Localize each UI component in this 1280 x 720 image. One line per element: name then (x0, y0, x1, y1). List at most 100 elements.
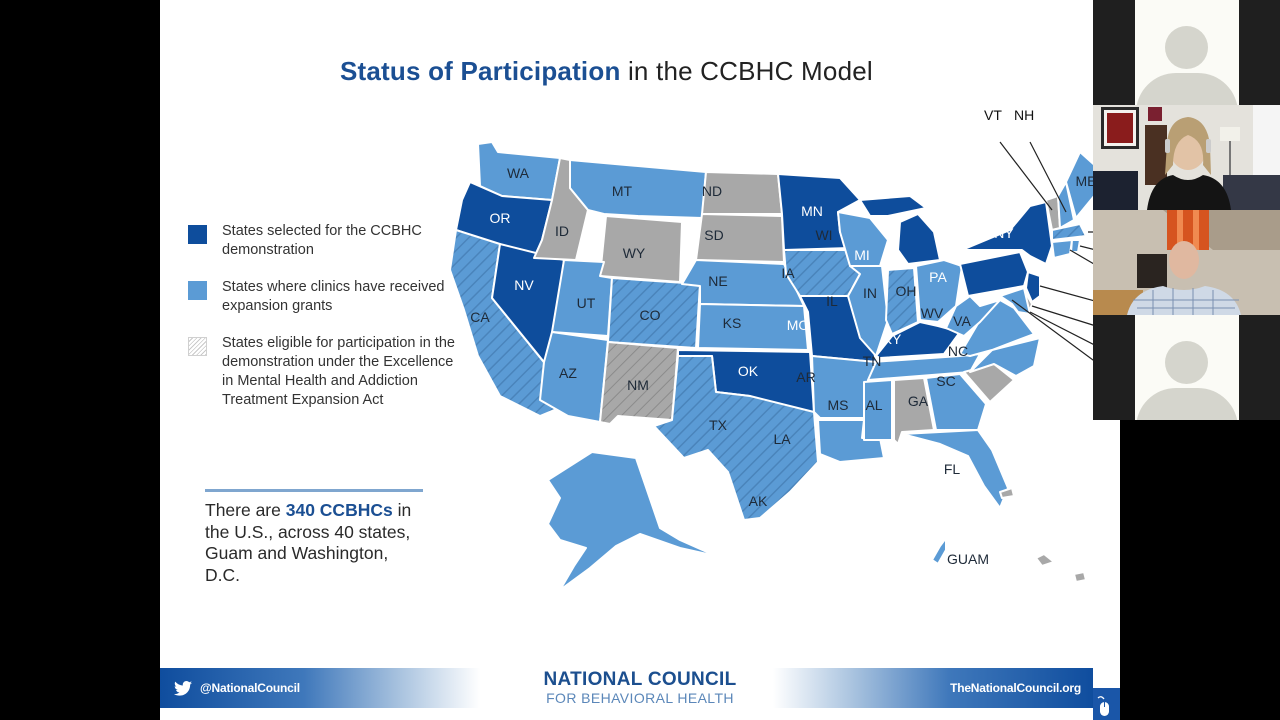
svg-text:NE: NE (708, 273, 727, 289)
slide-overflow-strip (1093, 420, 1120, 720)
svg-text:FL: FL (944, 461, 961, 477)
video-tile-participant-2[interactable] (1093, 210, 1280, 315)
svg-text:CO: CO (640, 307, 661, 323)
legend-swatch-dark-blue (188, 225, 207, 244)
video-tile-placeholder[interactable] (1093, 0, 1280, 105)
svg-text:MI: MI (854, 247, 870, 263)
footer-mouse-area (1093, 688, 1120, 720)
footer-twitter: @NationalCouncil (160, 668, 480, 708)
svg-text:OR: OR (490, 210, 511, 226)
stat-prefix: There are (205, 500, 286, 520)
state-labels: WA OR CA NV ID MT WY UT CO AZ NM ND SD N… (470, 165, 1094, 567)
callout-labels: VT NH MA RI CT NJ DE MD DC (984, 107, 1034, 123)
legend-label: States where clinics have received expan… (222, 279, 445, 314)
user-silhouette-icon (1165, 26, 1208, 69)
svg-text:NH: NH (1014, 107, 1034, 123)
state-ms (863, 379, 893, 441)
state-nm (599, 341, 679, 425)
svg-text:LA: LA (773, 431, 791, 447)
state-mi (897, 213, 941, 265)
state-pa (959, 251, 1029, 297)
state-ak (547, 451, 717, 591)
svg-text:MT: MT (612, 183, 633, 199)
website-url: TheNationalCouncil.org (950, 681, 1081, 695)
video-gallery-panel (1093, 0, 1280, 420)
state-nh (1057, 181, 1075, 229)
svg-text:ID: ID (555, 223, 569, 239)
state-me (1065, 151, 1093, 219)
national-council-logo: NATIONAL COUNCIL FOR BEHAVIORAL HEALTH (540, 669, 740, 707)
state-tx (653, 355, 819, 521)
legend-label: States selected for the CCBHC demonstrat… (222, 223, 422, 258)
state-mi-up (859, 195, 927, 217)
svg-text:VT: VT (984, 107, 1002, 123)
state-wv (945, 295, 1001, 337)
state-ma (1051, 223, 1087, 241)
svg-text:NC: NC (948, 343, 968, 359)
slide-footer: @NationalCouncil NATIONAL COUNCIL FOR BE… (160, 668, 1093, 708)
state-mt (569, 159, 707, 219)
state-co (607, 277, 701, 349)
svg-text:WV: WV (921, 305, 944, 321)
legend-swatch-light-blue (188, 281, 207, 300)
svg-text:AK: AK (749, 493, 768, 509)
territory-guam (931, 537, 947, 565)
legend-item-eligible: States eligible for participation in the… (188, 334, 458, 410)
state-fl (901, 429, 1009, 509)
participant-video-woman (1093, 105, 1280, 210)
svg-text:WI: WI (815, 227, 832, 243)
svg-text:PA: PA (929, 269, 947, 285)
svg-text:OK: OK (738, 363, 759, 379)
legend-item-expansion: States where clinics have received expan… (188, 278, 458, 316)
svg-text:AZ: AZ (559, 365, 577, 381)
twitter-handle: @NationalCouncil (200, 681, 300, 695)
svg-text:NY: NY (994, 225, 1014, 241)
svg-text:NM: NM (627, 377, 649, 393)
svg-text:SD: SD (704, 227, 723, 243)
svg-text:CA: CA (470, 309, 490, 325)
legend-label: States eligible for participation in the… (222, 335, 455, 408)
stat-highlight: 340 CCBHCs (285, 500, 393, 520)
legend-swatch-hatched (188, 337, 207, 356)
state-ga (925, 373, 987, 431)
svg-text:MO: MO (787, 317, 810, 333)
state-al (893, 377, 935, 445)
svg-text:MN: MN (801, 203, 823, 219)
stat-suffix: in the U.S., across 40 states, Guam and … (205, 500, 412, 585)
state-ks (697, 303, 809, 351)
svg-text:IN: IN (863, 285, 877, 301)
svg-text:GA: GA (908, 393, 929, 409)
presentation-slide: Status of Participation in the CCBHC Mod… (160, 0, 1093, 720)
svg-text:WA: WA (507, 165, 530, 181)
svg-text:KS: KS (723, 315, 742, 331)
logo-line1: NATIONAL COUNCIL (543, 669, 737, 690)
stat-text: There are 340 CCBHCs in the U.S., across… (205, 500, 423, 586)
svg-text:ME: ME (1076, 173, 1094, 189)
svg-text:VA: VA (953, 313, 971, 329)
state-ri (1070, 239, 1081, 253)
svg-text:AR: AR (796, 369, 815, 385)
logo-line2: FOR BEHAVIORAL HEALTH (546, 690, 734, 706)
video-tile-participant-1[interactable] (1093, 105, 1280, 210)
svg-text:OH: OH (896, 283, 917, 299)
legend-item-selected: States selected for the CCBHC demonstrat… (188, 222, 458, 260)
svg-text:TX: TX (709, 417, 728, 433)
state-in (885, 267, 919, 335)
svg-text:AL: AL (865, 397, 882, 413)
participant-video-man (1093, 210, 1280, 315)
svg-text:MS: MS (828, 397, 849, 413)
svg-text:WY: WY (623, 245, 646, 261)
state-az (539, 331, 609, 423)
title-bold: Status of Participation (340, 56, 621, 86)
ccbhc-count-callout: There are 340 CCBHCs in the U.S., across… (205, 489, 423, 586)
state-nj (1025, 271, 1041, 303)
state-il (847, 265, 889, 357)
footer-website: TheNationalCouncil.org (773, 668, 1093, 708)
map-legend: States selected for the CCBHC demonstrat… (188, 222, 458, 428)
video-tile-placeholder[interactable] (1093, 315, 1280, 420)
svg-text:TN: TN (863, 353, 882, 369)
svg-text:IL: IL (826, 293, 838, 309)
state-ct (1051, 239, 1073, 259)
title-rest: in the CCBHC Model (620, 56, 873, 86)
user-silhouette-icon (1165, 341, 1208, 384)
